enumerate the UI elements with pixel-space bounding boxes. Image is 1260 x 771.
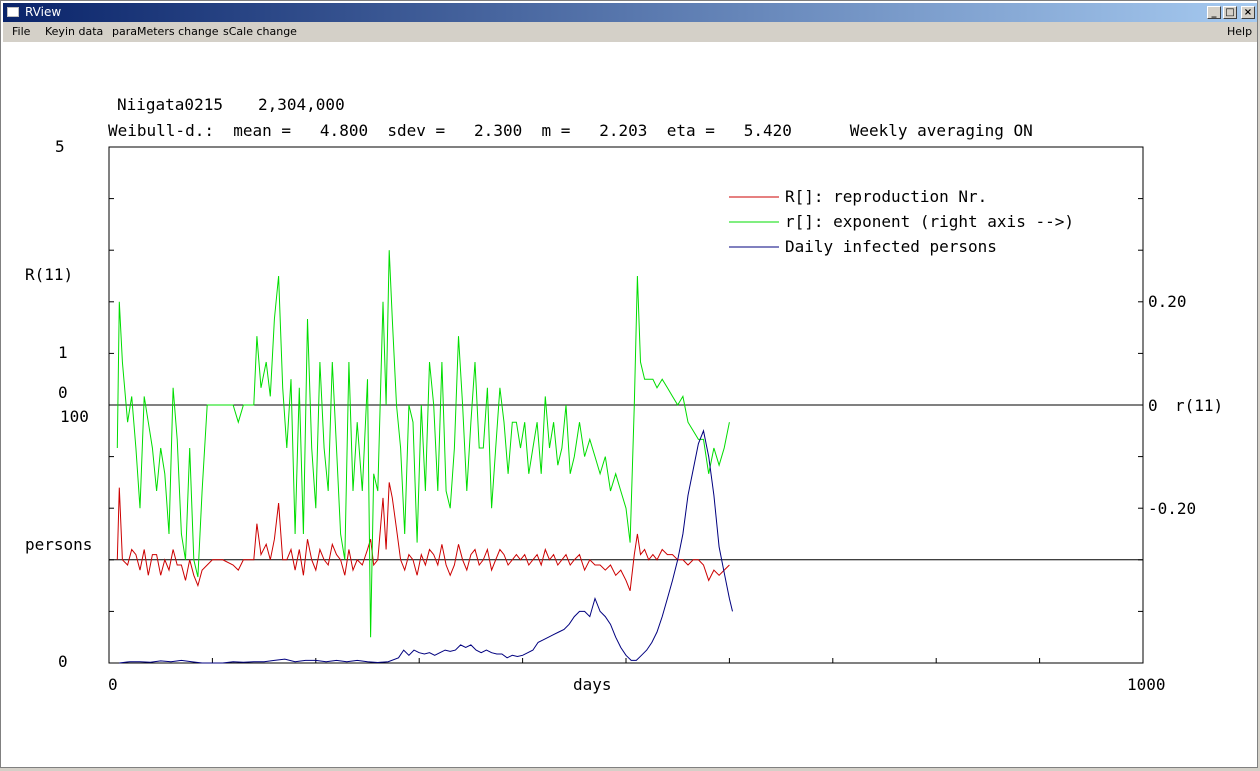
maximize-icon: □: [1225, 7, 1235, 18]
tick-label-R-top: 5: [55, 137, 65, 156]
right-axis-label-r: r(11): [1175, 396, 1223, 415]
tick-label-persons-top: 100: [60, 407, 89, 426]
legend-label-exponent: r[]: exponent (right axis -->): [785, 212, 1074, 231]
menu-keyin-data[interactable]: Keyin data: [45, 25, 104, 38]
x-tick-label-end: 1000: [1127, 675, 1166, 694]
legend-label-reproduction: R[]: reproduction Nr.: [785, 187, 987, 206]
left-axis-label-R: R(11): [25, 265, 73, 284]
series-group: [116, 250, 733, 664]
minimize-button[interactable]: _: [1207, 6, 1221, 19]
population-label: 2,304,000: [258, 95, 345, 114]
window-title: RView: [25, 5, 62, 19]
chart: Niigata0215 2,304,000 Weibull-d.: mean =…: [25, 95, 1223, 694]
minimize-icon: _: [1211, 7, 1217, 18]
tick-label-R-zero: 0: [58, 383, 68, 402]
menu-help[interactable]: Help: [1227, 25, 1253, 38]
close-icon: ×: [1243, 7, 1253, 18]
region-label: Niigata0215: [117, 95, 223, 114]
legend-label-daily: Daily infected persons: [785, 237, 997, 256]
title-bar[interactable]: RView _ □ ×: [3, 3, 1257, 22]
tick-label-r-minus: -0.20: [1148, 499, 1196, 518]
exponent-series-line: [116, 250, 730, 638]
menu-scale-change[interactable]: sCale change: [223, 25, 297, 38]
menu-parameters-change[interactable]: paraMeters change: [112, 25, 219, 38]
x-axis-label: days: [573, 675, 612, 694]
menu-file[interactable]: File: [12, 25, 31, 38]
legend: R[]: reproduction Nr. r[]: exponent (rig…: [729, 187, 1074, 256]
weibull-params: Weibull-d.: mean = 4.800 sdev = 2.300 m …: [108, 121, 1033, 140]
close-button[interactable]: ×: [1241, 6, 1255, 19]
tick-label-r-plus: 0.20: [1148, 292, 1187, 311]
plot-area: Niigata0215 2,304,000 Weibull-d.: mean =…: [3, 42, 1257, 767]
tick-label-r-zero: 0: [1148, 396, 1158, 415]
app-icon: [7, 7, 19, 17]
tick-label-R-one: 1: [58, 343, 68, 362]
menu-bar: File Keyin data paraMeters change sCale …: [3, 22, 1257, 42]
daily-infected-series-line: [119, 429, 733, 664]
reproduction-series-line: [116, 482, 730, 591]
left-axis-label-persons: persons: [25, 535, 92, 554]
tick-label-persons-zero: 0: [58, 652, 68, 671]
maximize-button[interactable]: □: [1223, 6, 1237, 19]
x-tick-label-start: 0: [108, 675, 118, 694]
